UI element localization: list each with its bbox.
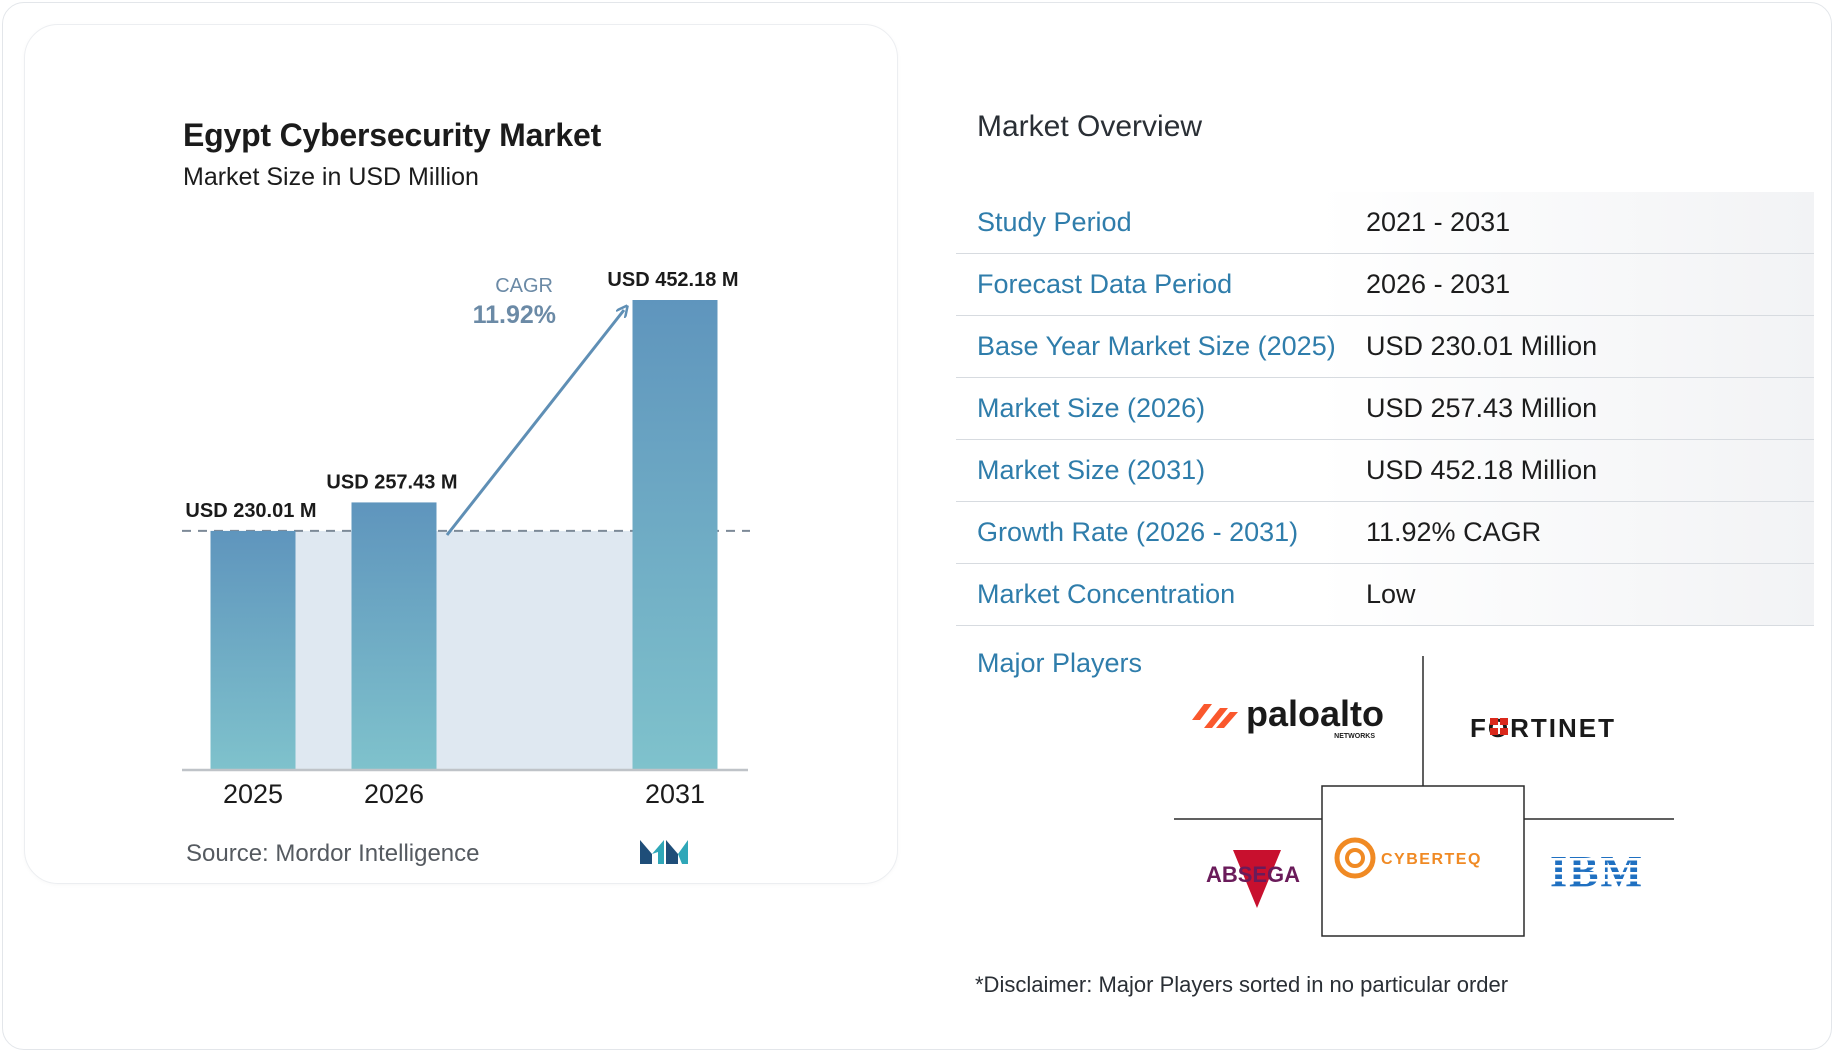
overview-title: Market Overview	[977, 110, 1203, 143]
cyberteq-mark-icon	[1334, 837, 1376, 879]
row-label: Growth Rate (2026 - 2031)	[977, 517, 1299, 547]
row-value: 2026 - 2031	[1366, 269, 1511, 299]
bar-2026	[351, 502, 437, 770]
paloalto-wordmark: paloalto	[1246, 694, 1384, 734]
ibm-logo: IBM	[1548, 847, 1648, 897]
cagr-value: 11.92%	[473, 301, 556, 329]
mordor-logo-icon	[640, 840, 688, 864]
source-line: Source: Mordor Intelligence	[186, 840, 480, 868]
overview-row-size-2026: Market Size (2026) USD 257.43 Million	[956, 378, 1814, 440]
overview-row-concentration: Market Concentration Low	[956, 564, 1814, 626]
bar-2031	[632, 300, 718, 770]
row-label: Forecast Data Period	[977, 269, 1233, 299]
x-tick-label-2025: 2025	[223, 779, 283, 809]
overview-row-forecast-period: Forecast Data Period 2026 - 2031	[956, 254, 1814, 316]
cyberteq-wordmark: CYBERTEQ	[1381, 851, 1482, 868]
row-value: 2021 - 2031	[1366, 207, 1511, 237]
ibm-wordmark: IBM	[1550, 848, 1644, 892]
row-label: Base Year Market Size (2025)	[977, 331, 1336, 361]
absega-triangle-icon	[1233, 850, 1281, 908]
source-name: Mordor Intelligence	[275, 840, 480, 867]
absega-wordmark: ABSEGA	[1206, 862, 1300, 887]
row-label: Market Size (2026)	[977, 393, 1206, 423]
paloalto-mark-icon	[1192, 704, 1238, 728]
x-tick-label-2031: 2031	[645, 779, 705, 809]
row-label: Market Concentration	[977, 579, 1236, 609]
fortinet-mark-icon	[1490, 718, 1508, 735]
x-tick-label-2026: 2026	[364, 779, 424, 809]
row-value: USD 230.01 Million	[1366, 331, 1598, 361]
bar-chart: USD 230.01 M 2025 USD 257.43 M 2026 USD 452.…	[182, 269, 750, 809]
row-value: 11.92% CAGR	[1366, 517, 1542, 547]
ibm-stripes-icon	[1548, 858, 1648, 882]
cagr-label: CAGR	[495, 275, 553, 297]
paloalto-logo: paloalto NETWORKS	[1190, 693, 1410, 747]
row-label: Market Size (2031)	[977, 455, 1206, 485]
bar-2025	[210, 530, 296, 770]
data-label-2031: USD 452.18 M	[607, 269, 738, 291]
overview-table: Study Period 2021 - 2031 Forecast Data P…	[956, 192, 1814, 626]
disclaimer-text: *Disclaimer: Major Players sorted in no …	[975, 972, 1509, 997]
cyberteq-logo: CYBERTEQ	[1333, 834, 1513, 889]
row-value: USD 452.18 Million	[1366, 455, 1598, 485]
overview-row-growth-rate: Growth Rate (2026 - 2031) 11.92% CAGR	[956, 502, 1814, 564]
source-label: Source:	[186, 840, 269, 867]
overview-row-base-year-size: Base Year Market Size (2025) USD 230.01 …	[956, 316, 1814, 378]
cagr-arrow	[445, 310, 624, 536]
data-label-2025: USD 230.01 M	[185, 500, 316, 522]
overview-row-size-2031: Market Size (2031) USD 452.18 Million	[956, 440, 1814, 502]
overview-row-study-period: Study Period 2021 - 2031	[956, 192, 1814, 254]
major-players-label: Major Players	[977, 648, 1143, 678]
fortinet-logo: FORTINET	[1468, 712, 1638, 749]
row-label: Study Period	[977, 207, 1132, 237]
row-value: USD 257.43 Million	[1366, 393, 1598, 423]
chart-title: Egypt Cybersecurity Market	[183, 117, 602, 153]
row-value: Low	[1366, 579, 1416, 609]
data-label-2026: USD 257.43 M	[326, 471, 457, 493]
chart-subtitle: Market Size in USD Million	[183, 163, 479, 191]
absega-logo: ABSEGA	[1203, 848, 1303, 915]
paloalto-networks-text: NETWORKS	[1334, 733, 1375, 740]
